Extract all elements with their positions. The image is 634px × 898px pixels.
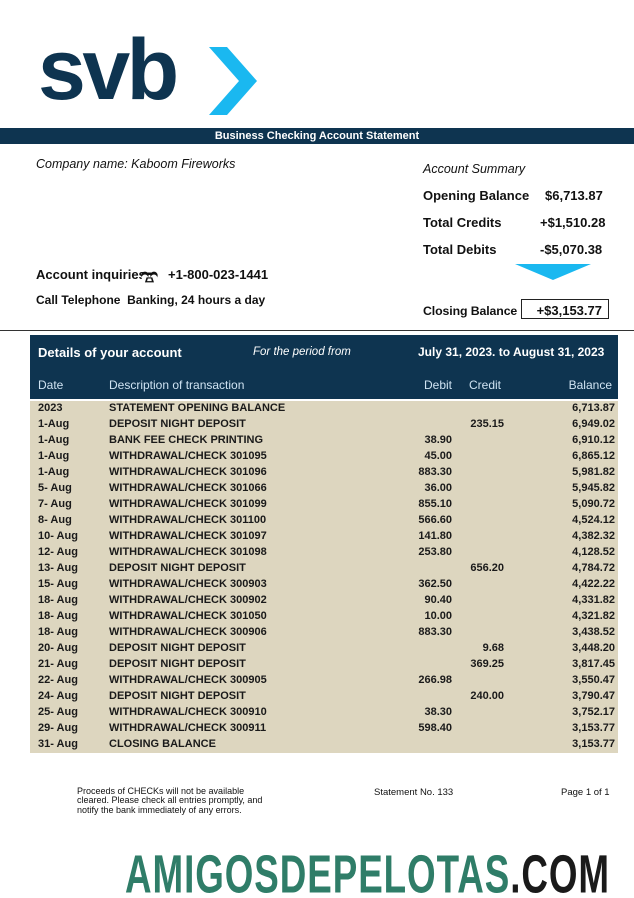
- svg-text:svb: svb: [38, 22, 176, 118]
